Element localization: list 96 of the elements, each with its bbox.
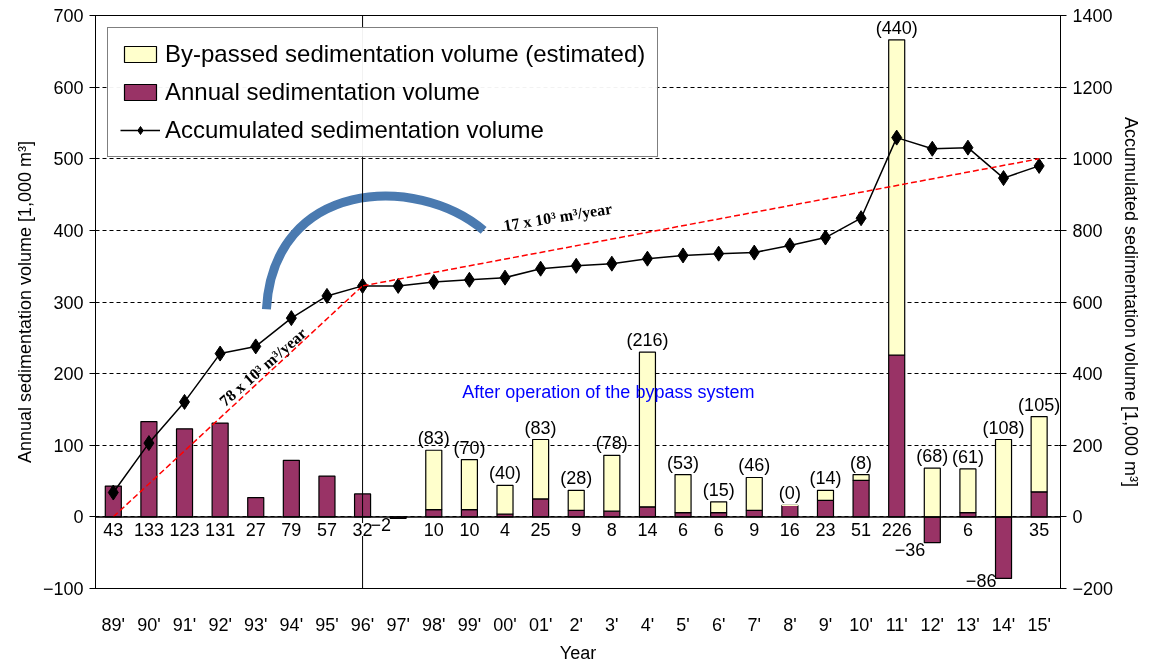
y-tick-label: 500 xyxy=(53,149,84,170)
x-tick-label: 91' xyxy=(172,614,197,635)
x-tick-label: 12' xyxy=(920,614,945,635)
y2-tick-label: −200 xyxy=(1072,579,1114,599)
data-label: 51 xyxy=(851,519,872,540)
data-label: (61) xyxy=(951,446,984,467)
x-tick-label: 98' xyxy=(422,614,446,635)
y-tick-label: 600 xyxy=(53,77,84,98)
data-label: 43 xyxy=(103,519,124,540)
data-label: (53) xyxy=(667,452,700,473)
x-tick-label: 94' xyxy=(279,614,304,635)
data-label: −86 xyxy=(965,571,997,592)
x-tick-label: 10' xyxy=(849,614,873,635)
data-label: 9 xyxy=(571,519,582,540)
x-tick-label: 14' xyxy=(991,614,1016,635)
data-label: 226 xyxy=(881,519,912,540)
data-label: (440) xyxy=(875,17,918,38)
data-label: 9 xyxy=(749,519,760,540)
x-tick-label: 89' xyxy=(101,614,126,635)
data-label: (0) xyxy=(778,483,801,504)
legend-label: By-passed sedimentation volume (estimated) xyxy=(165,40,646,68)
y2-tick-label: 400 xyxy=(1072,364,1103,385)
data-label: 131 xyxy=(205,519,236,540)
y-tick-label: 700 xyxy=(53,6,84,26)
x-tick-label: 95' xyxy=(315,614,339,635)
legend-label: Accumulated sedimentation volume xyxy=(165,116,544,144)
y2-tick-label: 0 xyxy=(1072,507,1083,528)
data-label: 14 xyxy=(637,519,658,540)
data-label: (83) xyxy=(417,428,450,449)
data-label: (83) xyxy=(524,417,557,438)
x-tick-label: 92' xyxy=(208,614,232,635)
y2-tick-label: 200 xyxy=(1072,435,1103,456)
data-label: (216) xyxy=(626,330,669,351)
x-tick-label: 15' xyxy=(1027,614,1051,635)
data-label: (46) xyxy=(738,455,771,476)
y2-tick-label: 1200 xyxy=(1072,77,1113,98)
x-axis-title: Year xyxy=(559,642,597,663)
data-label: (105) xyxy=(1018,394,1061,415)
data-label: 25 xyxy=(530,519,551,540)
x-tick-label: 6' xyxy=(711,614,726,635)
legend-label: Annual sedimentation volume xyxy=(165,78,480,106)
x-tick-label: 13' xyxy=(956,614,980,635)
x-tick-label: 00' xyxy=(493,614,517,635)
x-tick-label: 97' xyxy=(386,614,410,635)
x-tick-label: 11' xyxy=(885,614,908,635)
y-tick-label: 0 xyxy=(73,507,84,528)
data-label: 35 xyxy=(1029,519,1050,540)
data-label: 10 xyxy=(459,519,480,540)
x-tick-label: 96' xyxy=(350,614,375,635)
data-label: 57 xyxy=(316,519,337,540)
data-label: 6 xyxy=(678,519,689,540)
data-label: 6 xyxy=(713,519,724,540)
y-tick-label: −100 xyxy=(42,579,84,599)
x-tick-label: 93' xyxy=(244,614,268,635)
data-label: 10 xyxy=(423,519,444,540)
data-label: 79 xyxy=(281,519,302,540)
x-tick-label: 2' xyxy=(569,614,583,635)
y2-tick-label: 1000 xyxy=(1072,149,1113,170)
data-label: (40) xyxy=(489,463,522,484)
y2-axis-title: Accumulated sedimentation volume [1,000 m³] xyxy=(1121,116,1142,488)
y-tick-label: 200 xyxy=(53,364,84,385)
data-label: 16 xyxy=(779,519,800,540)
data-label: 4 xyxy=(500,519,511,540)
x-tick-label: 5' xyxy=(676,614,690,635)
x-tick-label: 4' xyxy=(640,614,655,635)
y-axis-title: Annual sedimentation volume [1,000 m³] xyxy=(14,140,35,464)
data-label: (28) xyxy=(560,468,593,489)
data-label: 123 xyxy=(169,519,200,540)
x-tick-label: 99' xyxy=(457,614,482,635)
y2-tick-label: 600 xyxy=(1072,292,1103,313)
x-tick-label: 3' xyxy=(605,614,619,635)
data-label: (108) xyxy=(982,417,1025,438)
annotation: 17 x 10³ m³/year xyxy=(502,199,614,235)
data-label: 23 xyxy=(815,519,836,540)
x-tick-label: 7' xyxy=(747,614,761,635)
y-tick-label: 400 xyxy=(53,220,84,241)
y-tick-label: 300 xyxy=(53,292,84,313)
data-label: 8 xyxy=(606,519,617,540)
x-tick-label: 9' xyxy=(818,614,833,635)
data-label: (8) xyxy=(850,452,873,473)
data-label: 6 xyxy=(962,519,973,540)
data-label: (68) xyxy=(916,446,949,467)
y2-tick-label: 800 xyxy=(1072,220,1103,241)
data-label: (78) xyxy=(595,433,628,454)
y2-tick-label: 1400 xyxy=(1072,6,1113,26)
x-tick-label: 8' xyxy=(783,614,797,635)
data-label: 27 xyxy=(245,519,266,540)
data-label: (70) xyxy=(453,437,486,458)
data-label: −36 xyxy=(894,539,926,560)
data-label: (15) xyxy=(702,479,735,500)
data-label: 32 xyxy=(352,519,373,540)
x-tick-label: 01' xyxy=(528,614,553,635)
data-label: (14) xyxy=(809,468,842,489)
x-tick-label: 90' xyxy=(137,614,161,635)
data-label: 133 xyxy=(133,519,164,540)
y-tick-label: 100 xyxy=(53,435,84,456)
